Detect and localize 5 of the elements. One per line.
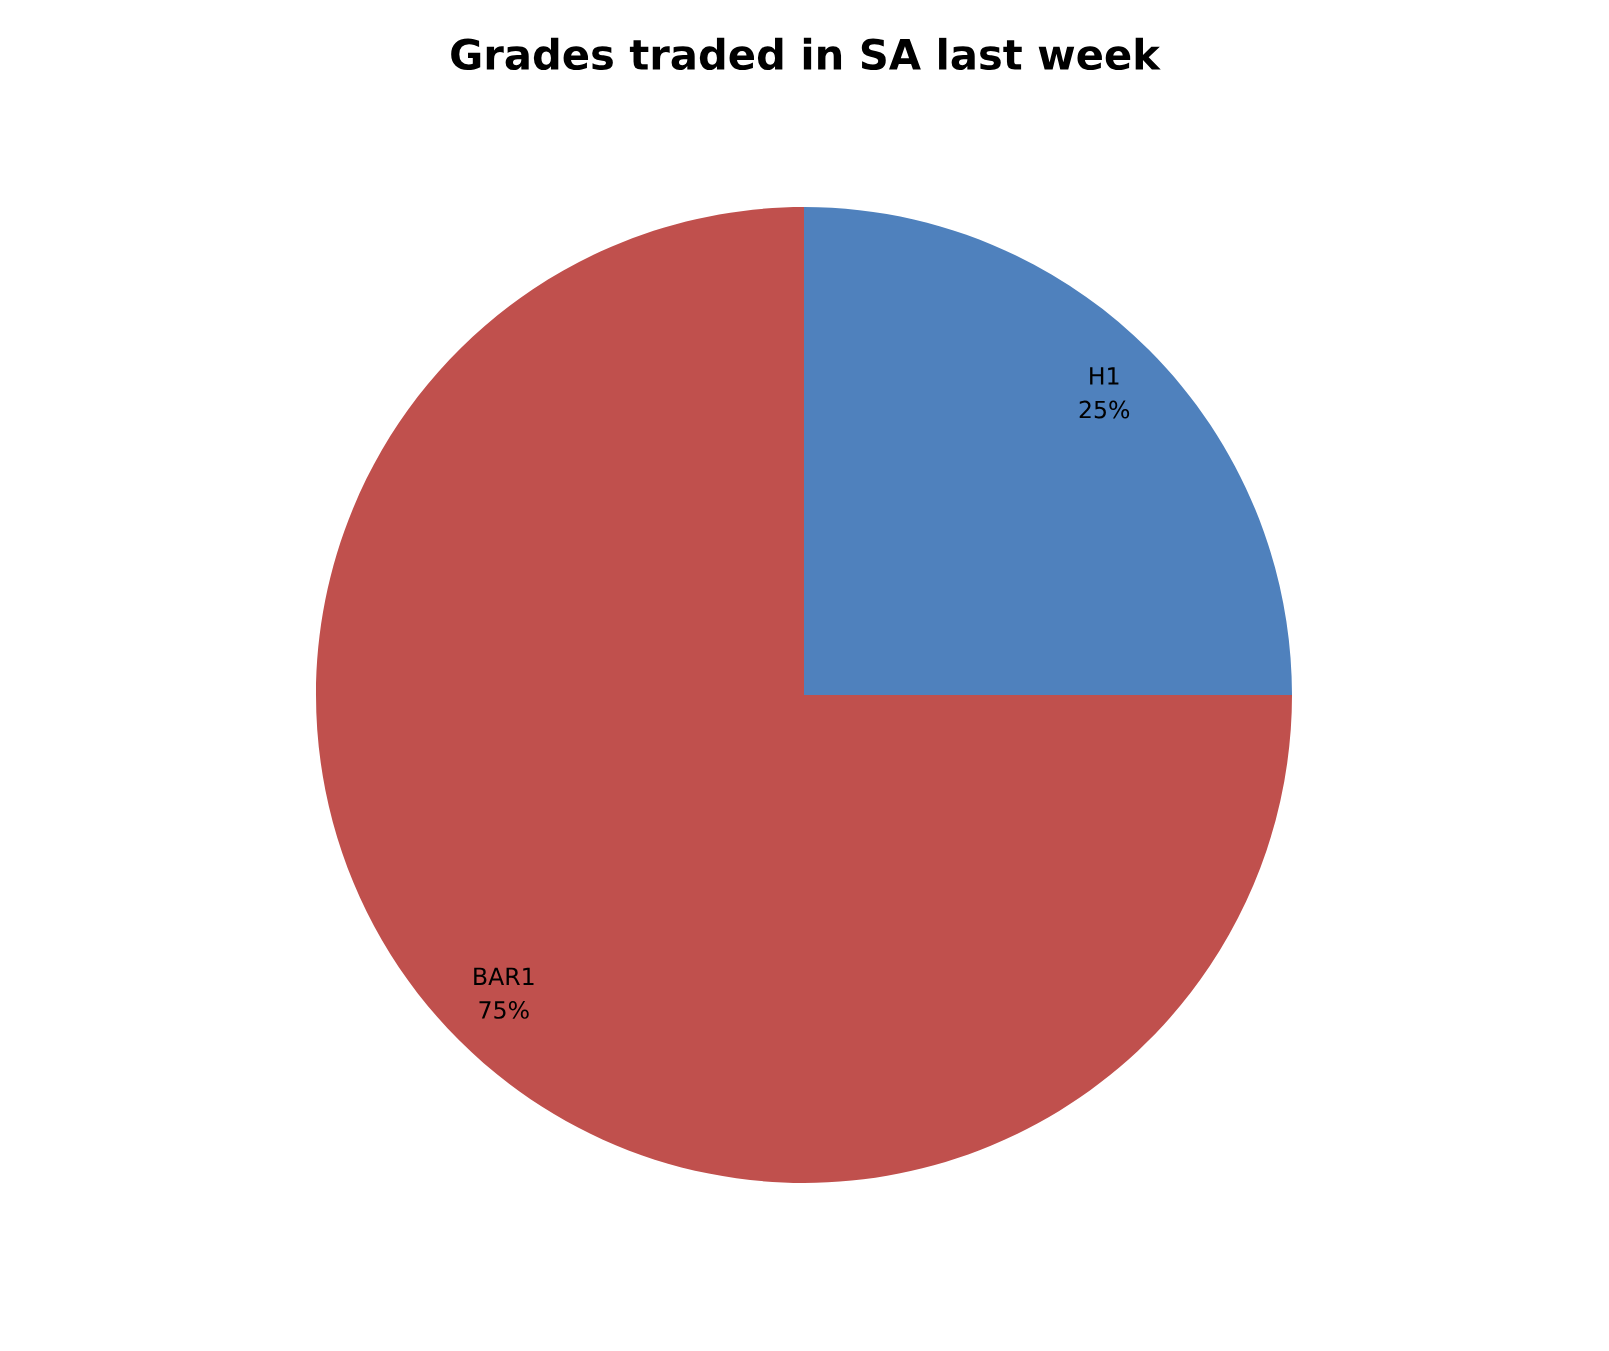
data-label: 25% (1079, 400, 1130, 419)
slice-label: BAR1 (474, 967, 534, 985)
chart-title: Grades traded in SA last week (451, 37, 1161, 71)
slice-label: H1 (1090, 367, 1119, 385)
data-label: 75% (479, 1001, 529, 1019)
